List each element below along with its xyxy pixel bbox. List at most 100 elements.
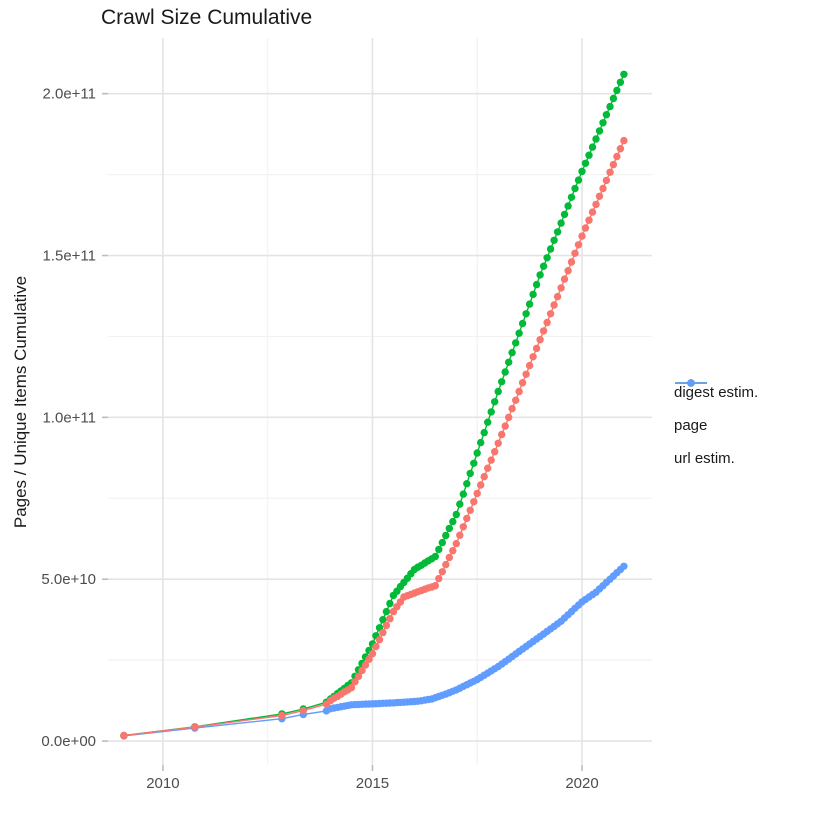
y-tick-label: 1.0e+11	[42, 409, 96, 426]
legend-label-digest-estim: digest estim.	[674, 384, 759, 401]
legend-label-url-estim: url estim.	[674, 450, 735, 467]
data-point	[567, 258, 576, 266]
data-point	[578, 167, 586, 176]
data-point	[442, 560, 450, 569]
data-point	[518, 319, 527, 328]
data-point	[581, 224, 590, 232]
data-point	[543, 254, 551, 262]
data-point	[606, 168, 614, 176]
data-point	[498, 378, 506, 386]
data-point	[553, 292, 562, 301]
data-point	[553, 228, 562, 236]
data-point	[431, 582, 439, 590]
data-point	[515, 329, 523, 337]
data-point	[299, 706, 307, 715]
data-point	[539, 327, 548, 335]
data-point	[571, 184, 579, 193]
data-point	[515, 387, 523, 396]
data-point	[445, 553, 453, 562]
data-point	[494, 439, 502, 447]
data-point	[532, 344, 541, 353]
data-point	[484, 464, 492, 472]
data-point	[592, 135, 600, 143]
data-point	[491, 398, 499, 406]
data-point	[602, 111, 611, 119]
data-point	[606, 102, 614, 111]
data-point	[463, 514, 471, 523]
data-point	[435, 574, 443, 583]
data-point	[508, 348, 516, 357]
data-point	[494, 387, 502, 396]
data-point	[456, 500, 464, 508]
data-point	[602, 176, 611, 185]
data-point	[445, 524, 453, 533]
data-point	[375, 636, 384, 644]
data-point	[386, 615, 394, 623]
data-point	[498, 430, 506, 439]
data-point	[484, 418, 492, 426]
data-point	[599, 119, 607, 127]
data-point	[382, 621, 391, 630]
legend-item-url-estim: url estim.	[674, 379, 758, 475]
data-point	[365, 655, 373, 663]
x-tick-label: 2015	[356, 775, 389, 792]
legend-item-page: page	[674, 379, 758, 442]
data-point	[529, 353, 537, 361]
data-point	[585, 216, 593, 224]
x-tick-label: 2010	[146, 775, 179, 792]
y-tick-label: 1.5e+11	[42, 248, 96, 265]
data-point	[501, 368, 509, 376]
data-point	[592, 200, 600, 209]
data-point	[477, 481, 485, 489]
data-point	[491, 448, 499, 456]
data-point	[351, 678, 359, 686]
data-point	[379, 616, 387, 624]
legend: digest estim. page url estim.	[674, 376, 758, 475]
data-point	[120, 731, 128, 740]
data-point	[480, 428, 488, 437]
data-point	[470, 459, 478, 467]
data-point	[539, 262, 548, 270]
data-point	[361, 661, 370, 669]
data-point	[501, 422, 509, 430]
x-tick-label: 2020	[565, 775, 598, 792]
y-tick-label: 5.0e+10	[41, 571, 96, 588]
data-point	[487, 456, 495, 464]
data-point	[613, 86, 621, 95]
data-point	[567, 193, 576, 201]
data-point	[585, 151, 593, 159]
data-point	[599, 184, 607, 193]
data-point	[477, 438, 485, 447]
data-point	[557, 219, 565, 227]
data-point	[581, 159, 590, 167]
data-point	[616, 78, 625, 87]
data-point	[571, 249, 579, 257]
data-point	[449, 547, 457, 555]
data-point	[508, 404, 516, 413]
y-axis-title: Pages / Unique Items Cumulative	[11, 275, 30, 529]
data-point	[620, 70, 628, 79]
legend-key-url-estim-icon	[675, 379, 707, 387]
data-point	[543, 318, 551, 327]
data-point	[595, 127, 604, 135]
data-point	[536, 336, 544, 344]
data-point	[557, 284, 565, 292]
data-point	[525, 361, 534, 370]
data-point	[278, 711, 286, 720]
data-point	[588, 208, 597, 216]
data-point	[613, 152, 621, 161]
data-point	[518, 379, 527, 387]
data-point	[442, 531, 450, 540]
data-point	[505, 413, 513, 422]
data-point	[466, 506, 474, 514]
data-point	[438, 568, 446, 576]
data-point	[435, 545, 443, 554]
data-point	[470, 498, 478, 506]
data-point	[512, 339, 520, 347]
data-point	[473, 449, 481, 457]
data-point	[452, 539, 460, 548]
data-point	[459, 523, 467, 531]
data-point	[431, 552, 439, 561]
data-point	[191, 723, 199, 731]
